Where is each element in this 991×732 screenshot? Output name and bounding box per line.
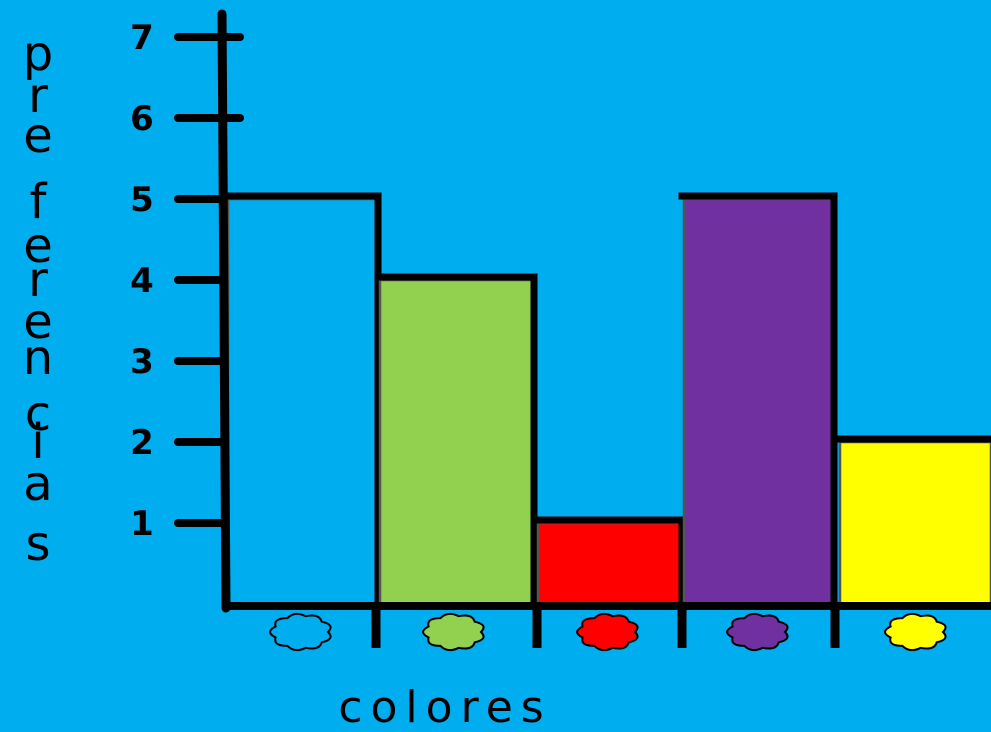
- y-axis-label-letter: r: [28, 252, 48, 308]
- bar-verde: [378, 278, 534, 606]
- x-axis-label: colores: [338, 682, 551, 732]
- cloud-icon-azul: [269, 612, 332, 652]
- y-tick-label-4: 4: [130, 261, 154, 301]
- bar-azul: [226, 197, 378, 606]
- y-axis-label-letter: e: [23, 108, 53, 164]
- y-tick-label-6: 6: [130, 99, 154, 139]
- cloud-icon-verde: [422, 612, 485, 652]
- y-tick-label-5: 5: [130, 180, 154, 220]
- y-axis-label-letter: c: [25, 386, 51, 442]
- y-tick-label-2: 2: [130, 423, 154, 463]
- y-tick-label-7: 7: [130, 18, 154, 58]
- y-axis-label-letter: f: [30, 174, 48, 230]
- y-axis-label-letter: e: [23, 294, 53, 350]
- y-tick-label-1: 1: [130, 504, 154, 544]
- y-axis-label-letter: s: [25, 516, 50, 572]
- y-axis-label-letter: r: [28, 68, 48, 124]
- bar-morado: [682, 197, 834, 606]
- y-axis: [217, 9, 231, 613]
- y-tick-label-3: 3: [130, 342, 154, 382]
- y-axis-label-letter: n: [23, 330, 53, 386]
- cloud-icon-morado: [726, 612, 789, 652]
- y-axis-label-letter: a: [23, 456, 52, 512]
- bar-amarillo: [838, 440, 991, 606]
- cloud-icon-rojo: [576, 612, 639, 652]
- y-axis-label-letter: p: [23, 26, 53, 82]
- y-axis-label-letter: e: [23, 218, 53, 274]
- y-axis-label-letter: i: [31, 414, 44, 470]
- bar-rojo: [536, 521, 682, 606]
- cloud-icon-amarillo: [884, 612, 947, 652]
